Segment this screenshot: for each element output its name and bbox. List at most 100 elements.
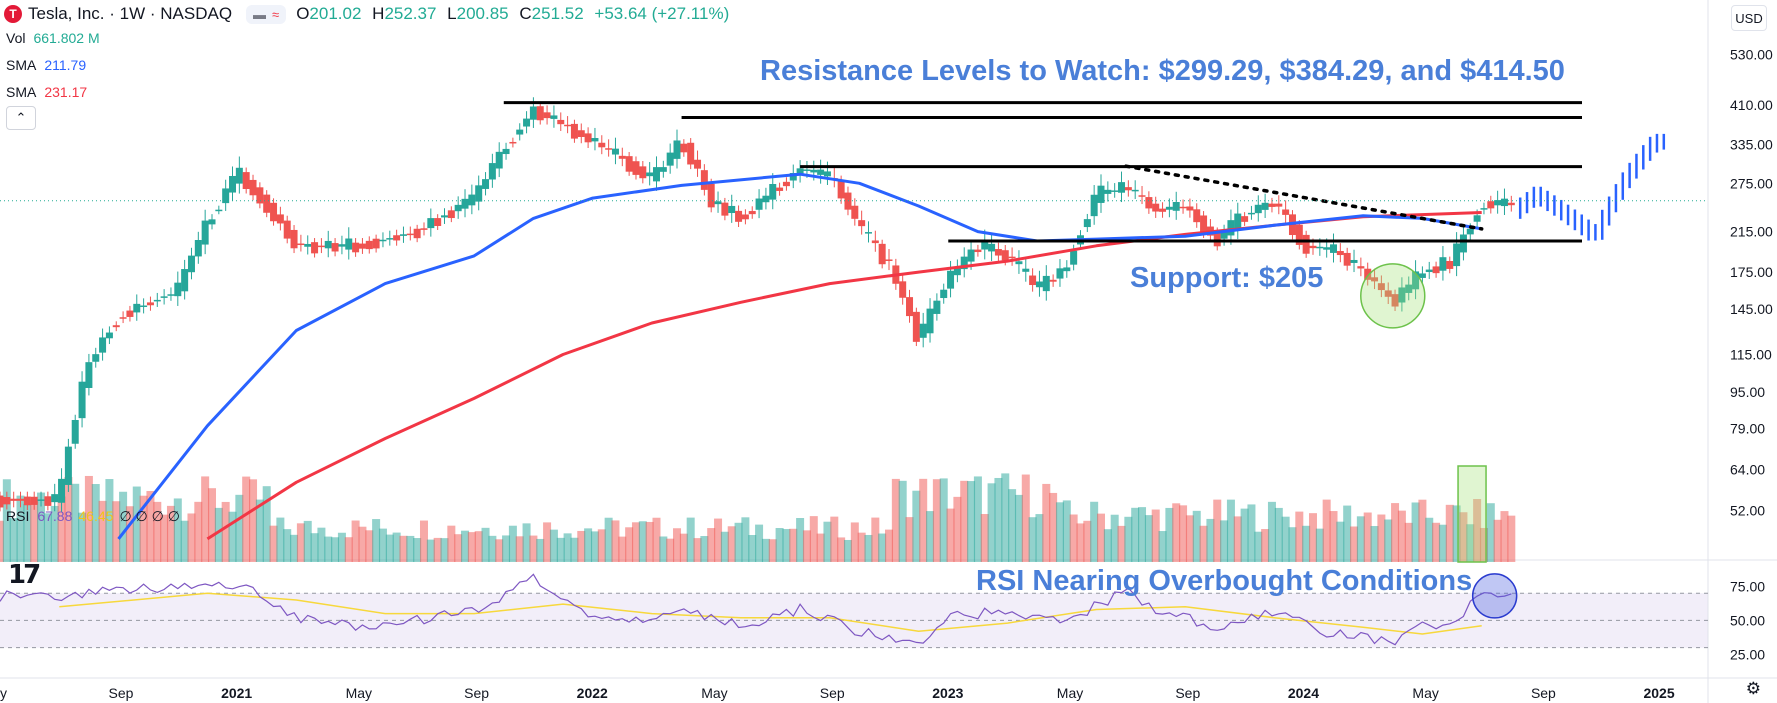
candle[interactable] <box>105 332 113 339</box>
candle[interactable] <box>844 192 852 210</box>
candle[interactable] <box>885 259 893 261</box>
candle[interactable] <box>994 249 1002 256</box>
candle[interactable] <box>591 138 599 142</box>
candle[interactable] <box>92 354 100 362</box>
candle[interactable] <box>529 106 537 120</box>
candle[interactable] <box>1391 294 1399 307</box>
candle[interactable] <box>447 210 455 219</box>
candle[interactable] <box>413 228 421 239</box>
candle[interactable] <box>78 381 86 419</box>
candle[interactable] <box>1145 197 1153 209</box>
candle[interactable] <box>858 220 866 227</box>
candle[interactable] <box>1138 195 1146 197</box>
candle[interactable] <box>1364 268 1372 280</box>
legend-sma-blue[interactable]: SMA 211.79 <box>6 57 87 73</box>
candle[interactable] <box>399 234 407 236</box>
candle[interactable] <box>1063 267 1071 272</box>
candle[interactable] <box>1261 202 1269 210</box>
candle[interactable] <box>30 496 38 505</box>
candle[interactable] <box>823 171 831 177</box>
candle[interactable] <box>495 151 503 169</box>
candle[interactable] <box>174 282 182 297</box>
candle[interactable] <box>1323 247 1331 250</box>
candle[interactable] <box>331 243 339 252</box>
candle[interactable] <box>1398 287 1406 303</box>
candle[interactable] <box>988 243 996 252</box>
candle[interactable] <box>1371 277 1379 282</box>
candle[interactable] <box>119 317 127 319</box>
candle[interactable] <box>912 311 920 342</box>
candle[interactable] <box>1090 194 1098 217</box>
candle[interactable] <box>1111 190 1119 192</box>
candle[interactable] <box>1494 200 1502 206</box>
candle[interactable] <box>1418 273 1426 278</box>
candle[interactable] <box>365 240 373 250</box>
candle[interactable] <box>441 215 449 218</box>
candle[interactable] <box>762 195 770 203</box>
candle[interactable] <box>1152 203 1160 212</box>
candle[interactable] <box>981 240 989 250</box>
candle[interactable] <box>769 183 777 200</box>
candle[interactable] <box>256 187 264 204</box>
candle[interactable] <box>1179 206 1187 209</box>
candle[interactable] <box>461 198 469 209</box>
candle[interactable] <box>3 497 11 505</box>
candle[interactable] <box>85 362 93 388</box>
candle[interactable] <box>1070 250 1078 265</box>
candle[interactable] <box>1302 234 1310 254</box>
candle[interactable] <box>625 156 633 172</box>
candle[interactable] <box>215 209 223 212</box>
candle[interactable] <box>1268 203 1276 207</box>
candle[interactable] <box>454 204 462 212</box>
candle[interactable] <box>153 299 161 302</box>
candle[interactable] <box>1357 266 1365 269</box>
candle[interactable] <box>71 419 79 444</box>
candle[interactable] <box>1165 206 1173 210</box>
candle[interactable] <box>304 243 312 247</box>
candle[interactable] <box>851 205 859 219</box>
candle[interactable] <box>523 118 531 127</box>
candle[interactable] <box>960 256 968 270</box>
candle[interactable] <box>1282 209 1290 215</box>
candle[interactable] <box>0 495 4 508</box>
candle[interactable] <box>10 498 18 501</box>
candle[interactable] <box>1186 206 1194 211</box>
candle[interactable] <box>803 169 811 171</box>
candle[interactable] <box>64 446 72 485</box>
candle[interactable] <box>639 166 647 179</box>
candle[interactable] <box>311 242 319 254</box>
candle[interactable] <box>1104 189 1112 194</box>
candle[interactable] <box>51 494 59 503</box>
candle[interactable] <box>550 115 558 119</box>
candle[interactable] <box>919 323 927 338</box>
candle[interactable] <box>1432 266 1440 274</box>
candle[interactable] <box>187 255 195 273</box>
candle[interactable] <box>1500 198 1508 207</box>
collapse-legend-button[interactable]: ⌃ <box>6 106 36 130</box>
candle[interactable] <box>940 289 948 299</box>
candle[interactable] <box>1473 215 1481 222</box>
candle[interactable] <box>632 161 640 175</box>
candle[interactable] <box>974 249 982 253</box>
candle[interactable] <box>926 308 934 334</box>
candle[interactable] <box>1405 284 1413 293</box>
currency-button[interactable]: USD <box>1731 5 1767 31</box>
candle[interactable] <box>297 243 305 246</box>
candle[interactable] <box>345 238 353 250</box>
candle[interactable] <box>864 232 872 234</box>
candle[interactable] <box>1241 216 1249 222</box>
candle[interactable] <box>140 305 148 308</box>
candle[interactable] <box>338 244 346 247</box>
candle[interactable] <box>324 240 332 249</box>
candle[interactable] <box>1487 201 1495 209</box>
candle[interactable] <box>23 496 31 506</box>
candle[interactable] <box>837 181 845 199</box>
candle[interactable] <box>126 310 134 317</box>
candle[interactable] <box>1446 260 1454 269</box>
candle[interactable] <box>796 168 804 176</box>
candle[interactable] <box>1425 269 1433 273</box>
candle[interactable] <box>1227 220 1235 236</box>
candle[interactable] <box>1118 182 1126 193</box>
minus-icon[interactable]: ▬ <box>253 6 267 22</box>
candle[interactable] <box>1097 185 1105 203</box>
